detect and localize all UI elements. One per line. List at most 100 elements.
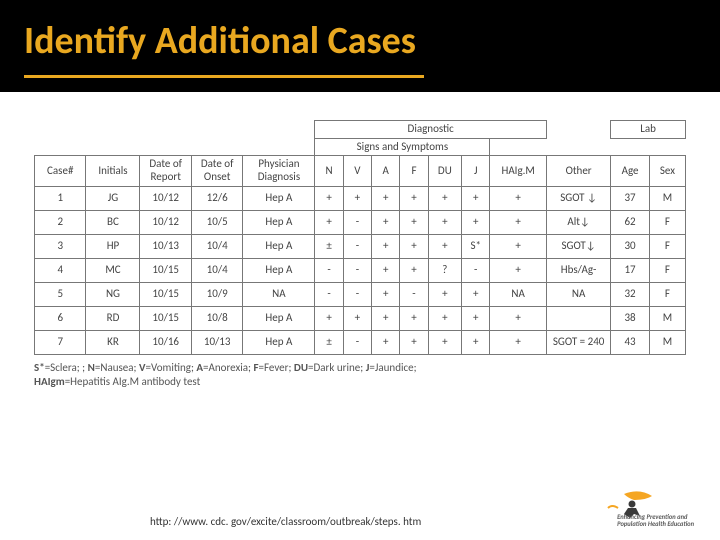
source-url: http: //www. cdc. gov/excite/classroom/o… — [150, 515, 421, 528]
table-cell: + — [462, 210, 490, 234]
table-cell: Alt↓ — [546, 210, 610, 234]
footnote-line-1: S*=Sclera; ; N=Nausea; V=Vomiting; A=Ano… — [34, 361, 686, 376]
table-cell: 10/16 — [140, 330, 191, 354]
table-cell: + — [315, 306, 343, 330]
table-cell: S* — [462, 234, 490, 258]
table-cell: - — [343, 330, 371, 354]
table-cell: 10/15 — [140, 258, 191, 282]
table-cell: 30 — [611, 234, 650, 258]
table-cell: SGOT = 240 — [546, 330, 610, 354]
table-cell: NA — [490, 282, 547, 306]
table-cell: Hep A — [243, 186, 315, 210]
table-cell: + — [372, 234, 400, 258]
table-cell: + — [400, 186, 428, 210]
cases-table: Diagnostic Lab Signs and Symptoms Case#I… — [34, 120, 686, 355]
column-header: A — [372, 156, 400, 186]
table-cell: + — [372, 186, 400, 210]
column-header: J — [462, 156, 490, 186]
title-underline — [24, 75, 424, 78]
table-cell: Hep A — [243, 330, 315, 354]
table-cell: SGOT ↓ — [546, 186, 610, 210]
table-cell: + — [490, 210, 547, 234]
table-cell: - — [400, 282, 428, 306]
table-cell: 2 — [35, 210, 86, 234]
slide-title: Identify Additional Cases — [24, 18, 696, 64]
table-cell: 32 — [611, 282, 650, 306]
column-header: V — [343, 156, 371, 186]
footnote-line-2: HAIgm=Hepatitis AIg.M antibody test — [34, 375, 686, 390]
table-cell: + — [490, 234, 547, 258]
table-cell: + — [490, 330, 547, 354]
column-header: DU — [428, 156, 461, 186]
table-cell: Hep A — [243, 234, 315, 258]
table-cell: + — [400, 234, 428, 258]
column-header: Age — [611, 156, 650, 186]
group-header-row-2: Signs and Symptoms — [35, 138, 686, 156]
table-cell: Hep A — [243, 258, 315, 282]
table-cell: + — [372, 306, 400, 330]
column-header: Other — [546, 156, 610, 186]
table-cell: + — [462, 330, 490, 354]
table-row: 1JG10/1212/6Hep A+++++++SGOT ↓37M — [35, 186, 686, 210]
table-cell: JG — [86, 186, 140, 210]
table-cell: - — [343, 234, 371, 258]
table-cell: 43 — [611, 330, 650, 354]
table-cell: F — [649, 210, 685, 234]
table-cell: NA — [243, 282, 315, 306]
table-cell: SGOT↓ — [546, 234, 610, 258]
table-cell: ± — [315, 234, 343, 258]
table-cell: 10/15 — [140, 282, 191, 306]
table-cell: 10/13 — [140, 234, 191, 258]
table-cell: 10/15 — [140, 306, 191, 330]
table-cell: + — [490, 186, 547, 210]
signs-header: Signs and Symptoms — [315, 138, 490, 156]
column-header: Case# — [35, 156, 86, 186]
table-cell: 10/9 — [191, 282, 242, 306]
column-header-row: Case#InitialsDate of ReportDate of Onset… — [35, 156, 686, 186]
table-cell: + — [490, 258, 547, 282]
table-cell: + — [462, 186, 490, 210]
table-cell: 12/6 — [191, 186, 242, 210]
table-cell: + — [372, 282, 400, 306]
column-header: Initials — [86, 156, 140, 186]
table-row: 6RD10/1510/8Hep A+++++++38M — [35, 306, 686, 330]
table-cell: NA — [546, 282, 610, 306]
table-cell: - — [315, 258, 343, 282]
table-cell: MC — [86, 258, 140, 282]
table-cell: Hbs/Ag- — [546, 258, 610, 282]
table-cell: 1 — [35, 186, 86, 210]
title-bar: Identify Additional Cases — [0, 0, 720, 92]
table-cell: + — [400, 258, 428, 282]
table-cell: + — [490, 306, 547, 330]
table-cell: + — [372, 210, 400, 234]
content-area: Diagnostic Lab Signs and Symptoms Case#I… — [0, 92, 720, 390]
lab-header: Lab — [611, 121, 686, 139]
table-cell: 7 — [35, 330, 86, 354]
table-row: 3HP10/1310/4Hep A±-+++S*+SGOT↓30F — [35, 234, 686, 258]
table-cell: ± — [315, 330, 343, 354]
table-cell: M — [649, 186, 685, 210]
diagnostic-header: Diagnostic — [315, 121, 547, 139]
table-cell: + — [400, 330, 428, 354]
table-cell: - — [462, 258, 490, 282]
table-row: 5NG10/1510/9NA--+-++NANA32F — [35, 282, 686, 306]
table-cell: Hep A — [243, 210, 315, 234]
table-cell: F — [649, 258, 685, 282]
column-header: Physician Diagnosis — [243, 156, 315, 186]
table-cell: ? — [428, 258, 461, 282]
table-cell: + — [372, 258, 400, 282]
table-cell: - — [315, 282, 343, 306]
table-cell: - — [343, 258, 371, 282]
column-header: Date of Onset — [191, 156, 242, 186]
table-cell: 38 — [611, 306, 650, 330]
table-row: 2BC10/1210/5Hep A+-+++++Alt↓62F — [35, 210, 686, 234]
table-cell: + — [428, 210, 461, 234]
table-cell: 3 — [35, 234, 86, 258]
table-cell: + — [428, 186, 461, 210]
table-cell: 6 — [35, 306, 86, 330]
group-header-row-1: Diagnostic Lab — [35, 121, 686, 139]
table-cell: M — [649, 330, 685, 354]
table-cell: + — [462, 282, 490, 306]
table-cell: 10/5 — [191, 210, 242, 234]
table-cell: - — [343, 282, 371, 306]
